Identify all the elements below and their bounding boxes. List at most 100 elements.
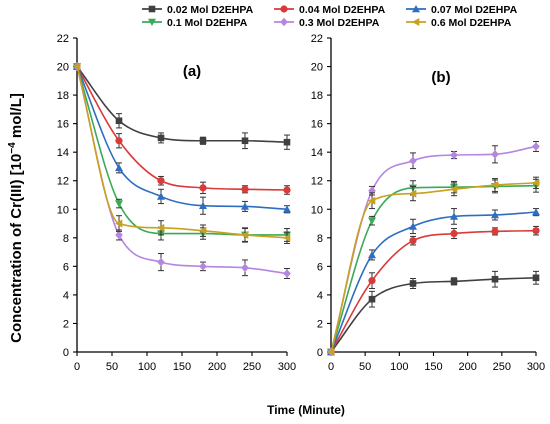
data-point [199, 184, 207, 192]
x-tick-label: 250 [493, 361, 511, 373]
data-point [450, 212, 458, 220]
legend-item: 0.1 Mol D2EHPA [142, 17, 248, 29]
x-tick-label: 250 [243, 361, 261, 373]
series-b-4 [327, 178, 540, 356]
y-tick-label: 16 [311, 119, 323, 131]
y-tick-label: 0 [63, 347, 69, 359]
data-point [283, 186, 291, 194]
y-tick-label: 14 [311, 147, 323, 159]
y-tick-label: 10 [311, 204, 323, 216]
x-tick-label: 200 [208, 361, 226, 373]
x-tick-label: 100 [138, 361, 156, 373]
x-tick-label: 200 [458, 361, 476, 373]
y-tick-label: 10 [57, 204, 69, 216]
series-a-6 [73, 62, 291, 245]
legend-label: 0.02 Mol D2EHPA [167, 4, 254, 16]
x-tick-label: 50 [359, 361, 371, 373]
data-point [115, 163, 123, 172]
y-tick-label: 18 [57, 90, 69, 102]
y-tick-label: 12 [311, 176, 323, 188]
x-tick-label: 300 [278, 361, 296, 373]
data-point [157, 223, 165, 232]
data-point [491, 227, 499, 235]
data-point [409, 189, 417, 198]
data-point [491, 275, 499, 283]
legend-marker [148, 5, 156, 13]
x-tick-label: 100 [390, 361, 408, 373]
x-tick-label: 150 [173, 361, 191, 373]
panel-label-a: (a) [183, 63, 201, 80]
x-tick-label: 150 [424, 361, 442, 373]
data-point [368, 295, 376, 303]
data-point [115, 219, 123, 228]
legend-item: 0.3 Mol D2EHPA [274, 17, 380, 29]
y-tick-label: 20 [57, 62, 69, 74]
data-point [409, 156, 417, 166]
data-point [368, 196, 376, 205]
legend-item: 0.07 Mol D2EHPA [406, 4, 518, 16]
legend-marker [148, 18, 156, 26]
legend-label: 0.3 Mol D2EHPA [299, 17, 380, 29]
data-point [157, 134, 165, 142]
data-point [532, 208, 540, 216]
y-tick-label: 8 [317, 233, 323, 245]
legend-label: 0.04 Mol D2EHPA [299, 4, 386, 16]
x-tick-label: 0 [328, 361, 334, 373]
data-point [199, 137, 207, 145]
panel-b: 0 2 4 6 8 10 12 14 16 18 20 22 0 50 100 150 200 250 300 (b) [311, 33, 545, 373]
data-point [409, 237, 417, 245]
x-tick-label: 50 [106, 361, 118, 373]
legend-marker [412, 18, 420, 26]
data-point [409, 280, 417, 287]
y-tick-label: 6 [63, 261, 69, 273]
data-point [327, 348, 335, 356]
data-point [115, 200, 123, 208]
series-line [330, 182, 537, 353]
data-point [532, 142, 540, 151]
data-point [199, 262, 207, 271]
data-point [115, 117, 123, 125]
series-line [330, 184, 537, 353]
data-point [73, 62, 81, 71]
data-point [115, 230, 123, 240]
legend-label: 0.07 Mol D2EHPA [431, 4, 518, 16]
legend-item: 0.6 Mol D2EHPA [406, 17, 512, 29]
series-line [76, 66, 288, 275]
legend-label: 0.6 Mol D2EHPA [431, 17, 512, 29]
data-point [157, 177, 165, 185]
series-a-2 [73, 62, 291, 195]
data-point [409, 222, 417, 230]
legend-item: 0.02 Mol D2EHPA [142, 4, 254, 16]
y-tick-label: 4 [63, 290, 69, 302]
series-line [330, 276, 537, 353]
panel-a: 0 2 4 6 8 10 12 14 16 18 20 22 0 50 100 150 200 250 300 (a) [57, 33, 296, 373]
data-point [283, 205, 291, 213]
y-tick-label: 18 [311, 90, 323, 102]
data-point [491, 150, 499, 159]
data-point [283, 138, 291, 146]
y-tick-label: 22 [311, 33, 323, 45]
data-point [450, 150, 458, 160]
series-line [76, 66, 288, 211]
panel-label-b: (b) [431, 69, 450, 86]
data-point [157, 192, 165, 200]
data-point [450, 229, 458, 238]
y-tick-label: 14 [57, 147, 69, 159]
series-line [76, 66, 288, 191]
data-point [368, 277, 376, 285]
data-point [368, 250, 376, 259]
y-tick-label: 8 [63, 233, 69, 245]
legend: 0.02 Mol D2EHPA 0.04 Mol D2EHPA 0.07 Mol D… [142, 4, 518, 29]
series-b-2 [327, 225, 540, 356]
data-point [532, 274, 540, 282]
x-tick-label: 300 [527, 361, 545, 373]
legend-marker [280, 17, 288, 27]
data-point [368, 217, 376, 225]
data-point [368, 186, 376, 196]
data-point [283, 233, 291, 242]
y-tick-label: 22 [57, 33, 69, 45]
y-tick-label: 2 [63, 318, 69, 330]
series-b-6 [327, 176, 540, 356]
data-point [241, 185, 249, 193]
data-point [532, 227, 540, 235]
